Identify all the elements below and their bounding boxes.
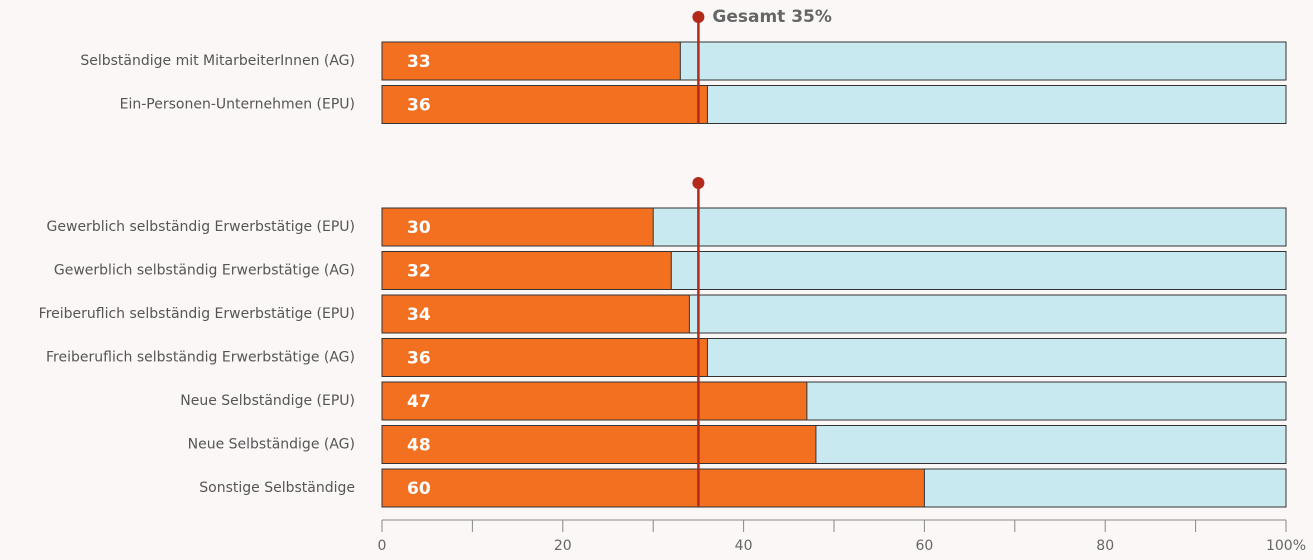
bar: [381, 338, 708, 377]
category-label: Neue Selbständige (AG): [188, 437, 355, 453]
bar: [381, 381, 808, 421]
value-label: 34: [407, 305, 431, 325]
value-label: 30: [407, 218, 431, 238]
bar: [381, 425, 817, 464]
category-label: Sonstige Selbständige: [199, 480, 355, 496]
bar: [381, 41, 681, 81]
x-tick-label: 80: [1096, 538, 1114, 554]
bar: [381, 294, 690, 334]
value-label: 32: [407, 262, 431, 282]
reference-dot: [692, 11, 705, 23]
category-label: Neue Selbständige (EPU): [180, 393, 355, 409]
bar: [381, 468, 925, 508]
category-label: Freiberuflich selbständig Erwerbstätige …: [39, 306, 355, 322]
category-label: Ein-Personen-Unternehmen (EPU): [120, 97, 355, 113]
reference-dot: [692, 177, 705, 189]
bar: [381, 85, 708, 124]
value-label: 47: [407, 392, 431, 412]
category-label: Gewerblich selbständig Erwerbstätige (AG…: [54, 263, 355, 279]
value-label: 36: [407, 96, 431, 116]
x-tick-label: 40: [735, 538, 753, 554]
annotation: Gesamt 35%: [712, 7, 832, 27]
value-label: 33: [407, 52, 431, 72]
x-tick-label: 0: [378, 538, 387, 554]
x-tick-label: 100%: [1266, 538, 1306, 554]
x-tick-label: 60: [915, 538, 933, 554]
value-label: 36: [407, 349, 431, 369]
category-label: Gewerblich selbständig Erwerbstätige (EP…: [47, 219, 355, 235]
category-label: Selbständige mit MitarbeiterInnen (AG): [80, 53, 355, 69]
value-label: 48: [407, 436, 431, 456]
bar: [381, 251, 672, 290]
bar: [381, 207, 654, 247]
category-label: Freiberuflich selbständig Erwerbstätige …: [46, 350, 355, 366]
x-tick-label: 20: [554, 538, 572, 554]
value-label: 60: [407, 479, 431, 499]
